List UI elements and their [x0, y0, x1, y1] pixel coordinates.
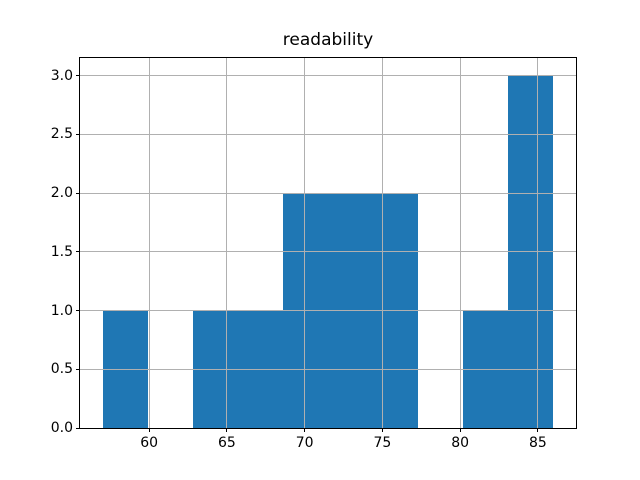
x-tick-label: 80	[451, 435, 470, 451]
x-tick-label: 75	[373, 435, 392, 451]
y-tick-mark	[76, 133, 80, 135]
gridline-horizontal	[80, 310, 576, 312]
x-tick-label: 60	[140, 435, 159, 451]
gridline-vertical	[537, 58, 539, 428]
gridline-vertical	[226, 58, 228, 428]
gridline-horizontal	[80, 192, 576, 194]
y-tick-mark	[76, 427, 80, 429]
y-tick-label: 2.5	[50, 126, 73, 143]
gridline-vertical	[304, 58, 306, 428]
gridline-horizontal	[80, 427, 576, 428]
gridlines	[80, 58, 576, 428]
x-tick-mark	[537, 428, 539, 432]
gridline-vertical	[148, 58, 150, 428]
y-tick-label: 3.0	[50, 67, 73, 84]
x-tick-mark	[148, 428, 150, 432]
y-tick-mark	[76, 310, 80, 312]
gridline-vertical	[459, 58, 461, 428]
x-tick-label: 70	[295, 435, 314, 451]
gridline-vertical	[381, 58, 383, 428]
y-tick-mark	[76, 75, 80, 77]
y-tick-mark	[76, 251, 80, 253]
x-tick-mark	[459, 428, 461, 432]
gridline-horizontal	[80, 133, 576, 135]
gridline-horizontal	[80, 75, 576, 77]
y-tick-label: 0.5	[50, 361, 73, 378]
chart-title: readability	[282, 30, 374, 50]
y-tick-label: 1.5	[50, 243, 73, 260]
x-tick-mark	[304, 428, 306, 432]
y-tick-mark	[76, 368, 80, 370]
y-tick-label: 0.0	[50, 420, 73, 436]
gridline-horizontal	[80, 251, 576, 253]
x-tick-mark	[226, 428, 228, 432]
y-tick-label: 1.0	[50, 302, 73, 319]
gridline-horizontal	[80, 368, 576, 370]
y-tick-label: 2.0	[50, 185, 73, 202]
x-tick-label: 85	[528, 435, 547, 451]
plot-area	[79, 57, 577, 429]
x-tick-label: 65	[218, 435, 236, 451]
y-tick-mark	[76, 192, 80, 194]
x-tick-mark	[381, 428, 383, 432]
